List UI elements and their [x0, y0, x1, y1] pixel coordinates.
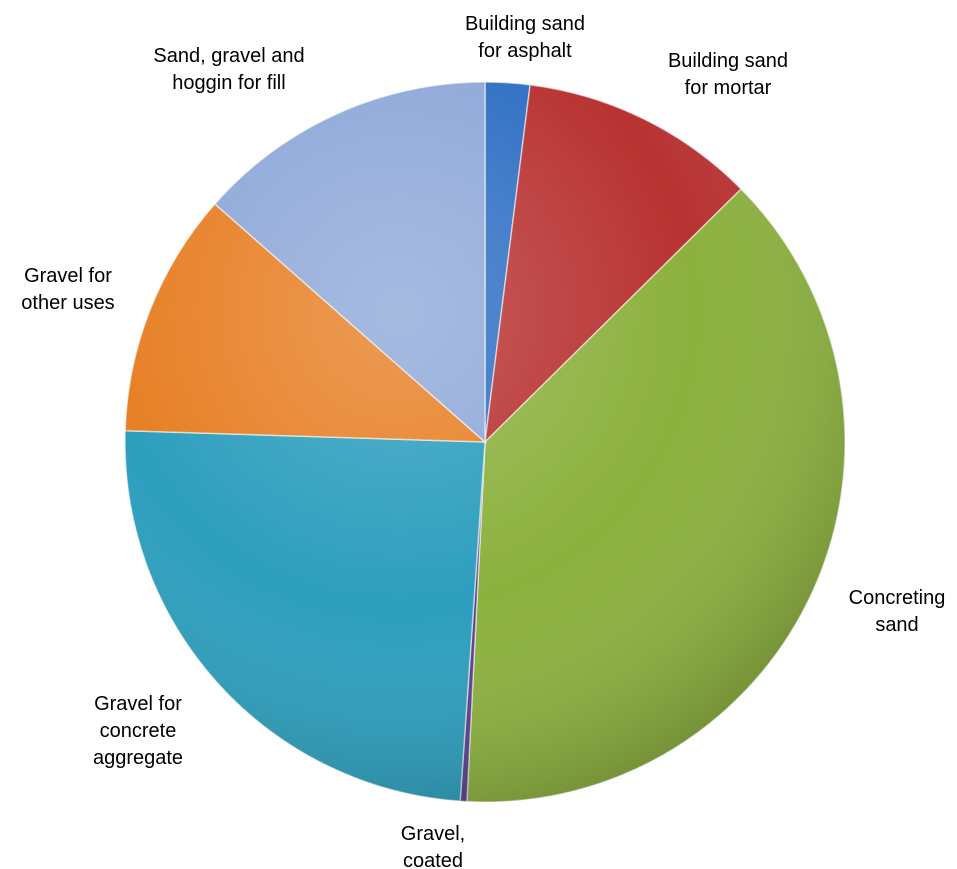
slice-label-gravel-for-other-uses: Gravel for other uses — [21, 265, 114, 314]
pie-slices — [124, 81, 846, 803]
slice-gravel-for-concrete-aggregate — [124, 429, 486, 802]
slice-label-gravel-coated: Gravel, coated — [401, 823, 465, 869]
slice-label-concreting-sand: Concreting sand — [849, 587, 946, 636]
slice-label-line: coated — [403, 850, 463, 869]
slice-label-building-sand-for-asphalt: Building sand for asphalt — [465, 13, 585, 62]
slice-label-line: other uses — [21, 292, 114, 314]
slice-label-line: Building sand — [465, 13, 585, 35]
slice-label-building-sand-for-mortar: Building sand for mortar — [668, 50, 788, 99]
slice-label-line: Gravel for — [94, 693, 182, 715]
slice-label-line: hoggin for fill — [172, 72, 285, 94]
slice-label-line: Building sand — [668, 50, 788, 72]
slice-label-line: for asphalt — [478, 40, 572, 62]
slice-label-line: Sand, gravel and — [153, 45, 304, 67]
slice-label-line: aggregate — [93, 747, 183, 769]
slice-label-gravel-for-concrete-aggregate: Gravel for concrete aggregate — [93, 693, 183, 769]
pie-labels: Building sand for asphalt Building sand for… — [21, 13, 945, 869]
slice-label-line: Gravel, — [401, 823, 465, 845]
slice-label-line: concrete — [100, 720, 177, 742]
slice-label-line: Concreting — [849, 587, 946, 609]
slice-label-line: for mortar — [685, 77, 772, 99]
slice-label-line: sand — [875, 614, 918, 636]
slice-label-sand-gravel-and-hoggin-for-fill: Sand, gravel and hoggin for fill — [153, 45, 304, 94]
slice-label-line: Gravel for — [24, 265, 112, 287]
